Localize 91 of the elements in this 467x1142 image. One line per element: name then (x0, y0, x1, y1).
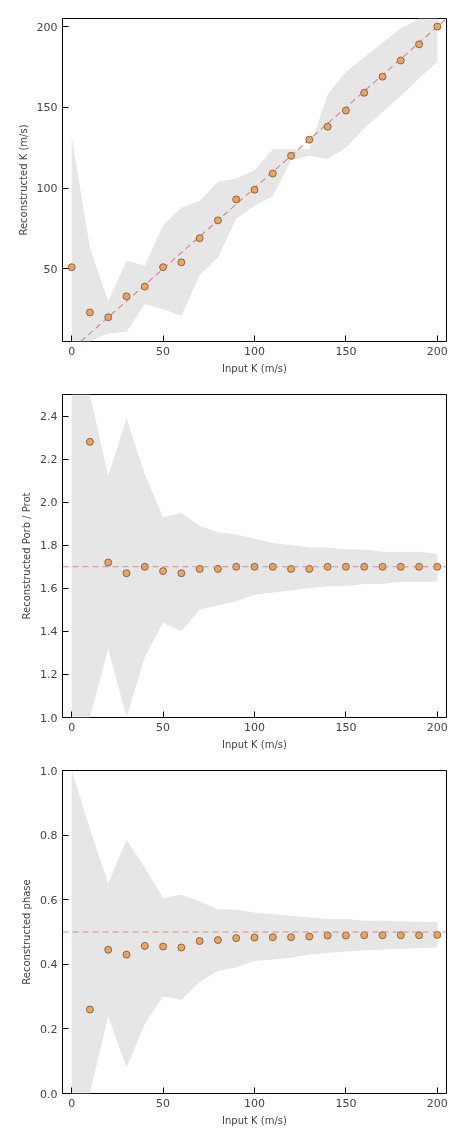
x-tick-label: 0 (68, 720, 76, 734)
y-tick-label: 2.2 (40, 453, 58, 467)
x-axis-title: Input K (m/s) (222, 362, 288, 374)
x-tick-label: 200 (426, 720, 448, 734)
x-tick-label: 100 (244, 720, 265, 734)
y-tick-label: 0.6 (40, 893, 58, 907)
y-tick-label: 1.8 (40, 539, 58, 553)
point (195, 234, 204, 243)
point (250, 933, 259, 942)
point (268, 562, 277, 571)
y-tick-label: 0.8 (40, 829, 58, 843)
point (232, 934, 241, 943)
y-axis-title: Reconstructed phase (21, 879, 33, 985)
point (287, 151, 295, 160)
point (232, 195, 241, 204)
point (268, 933, 277, 942)
y-axis-title: Reconstructed K (m/s) (17, 124, 29, 236)
x-tick-label: 100 (244, 1096, 265, 1110)
point (305, 565, 314, 573)
y-tick-label: 2.4 (40, 410, 58, 424)
y-tick-label: 1.0 (40, 711, 58, 725)
point (305, 932, 314, 941)
y-tick-label: 50 (43, 262, 58, 276)
y-tick-label: 1.4 (40, 625, 58, 639)
point (378, 931, 387, 940)
point (214, 936, 222, 944)
x-tick-label: 0 (68, 344, 76, 358)
point (378, 72, 387, 81)
point (159, 942, 167, 951)
x-tick-label: 200 (426, 1096, 448, 1110)
y-tick-label: 100 (36, 182, 58, 196)
y-tick-label: 1.2 (40, 668, 58, 682)
point (360, 88, 369, 97)
x-tick-label: 100 (244, 344, 265, 358)
point (415, 562, 423, 571)
point (415, 931, 423, 940)
point (214, 216, 222, 225)
point (67, 263, 76, 272)
point (86, 1005, 94, 1014)
point (159, 567, 167, 575)
point (122, 569, 131, 578)
x-tick-label: 150 (335, 1096, 357, 1110)
point (396, 931, 405, 940)
y-tick-label: 1.0 (40, 764, 58, 778)
point (177, 258, 186, 267)
x-tick-label: 150 (335, 720, 357, 734)
point (287, 565, 295, 573)
point (177, 943, 186, 952)
point (342, 106, 350, 115)
point (323, 931, 332, 940)
point (396, 562, 405, 571)
y-tick-label: 200 (36, 20, 58, 34)
point (104, 558, 113, 567)
point (86, 437, 94, 446)
x-tick-label: 50 (156, 720, 171, 734)
y-tick-label: 1.6 (40, 582, 58, 596)
point (140, 282, 149, 291)
point (122, 292, 131, 301)
point (287, 933, 295, 942)
x-tick-label: 150 (335, 344, 357, 358)
y-tick-label: 150 (36, 101, 58, 115)
point (305, 135, 314, 144)
point (122, 950, 131, 959)
x-tick-label: 200 (426, 344, 448, 358)
point (140, 942, 149, 950)
point (433, 22, 442, 31)
point (104, 313, 113, 322)
point (342, 931, 350, 940)
point (177, 569, 186, 578)
y-axis-title: Reconstructed Porb / Prot (21, 492, 33, 620)
x-tick-label: 50 (156, 1096, 171, 1110)
y-tick-label: 2.0 (40, 496, 58, 510)
point (396, 56, 405, 65)
point (268, 169, 277, 178)
point (415, 40, 423, 49)
point (159, 263, 167, 272)
x-axis-title: Input K (m/s) (222, 738, 288, 750)
x-axis-title: Input K (m/s) (222, 1114, 288, 1126)
x-tick-label: 0 (68, 1096, 76, 1110)
point (360, 931, 369, 940)
x-tick-label: 50 (156, 344, 171, 358)
point (378, 562, 387, 571)
y-tick-label: 0.2 (40, 1022, 58, 1036)
y-tick-label: 0.0 (40, 1087, 58, 1101)
point (195, 565, 204, 573)
point (195, 937, 204, 945)
point (86, 308, 94, 317)
y-tick-label: 0.4 (40, 958, 58, 972)
point (250, 185, 259, 194)
point (323, 122, 332, 131)
point (104, 945, 113, 954)
